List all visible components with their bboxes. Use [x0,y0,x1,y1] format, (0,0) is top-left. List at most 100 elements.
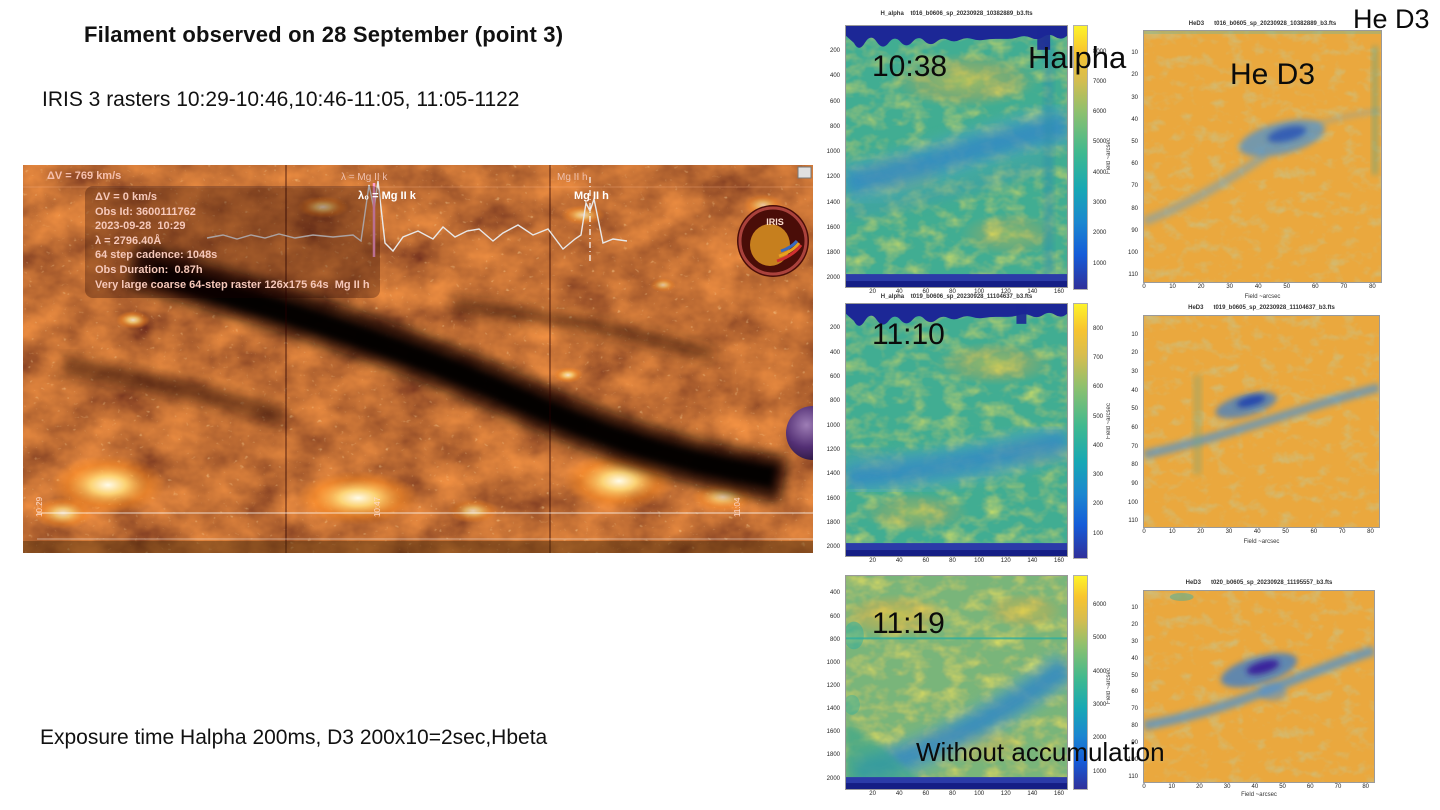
tick-label: 1000 [826,149,840,156]
tick-label: 1800 [826,752,840,759]
tick-label: 60 [922,558,930,564]
tick-label: 300 [1093,472,1104,479]
hed3-plot-title-1: HeD3 t016_b0605_sp_20230928_10382889_b3.… [1188,21,1337,27]
tick-label: 1200 [826,447,840,454]
tick-label: 3000 [1093,199,1107,206]
halpha-plot-2: 200 400 600 800 1000 1200 1400 1600 1800 2000 20 4… [827,303,1068,564]
tick-label: 400 [829,590,840,597]
tick-label: 600 [829,374,840,381]
tick-label: 1600 [826,495,840,502]
tick-label: 400 [1093,442,1104,449]
tick-label: 20 [869,558,876,564]
tick-label: 8000 [1093,48,1107,55]
x-axis-ticks: 0 10 20 30 40 50 60 70 80 [1142,527,1379,537]
exposure-info-block: Exposure time Halpha 200ms, D3 200x10=2s… [40,655,682,810]
x-axis-label: Field ~arcsec [1243,539,1280,545]
tick-label: 30 [1226,284,1233,290]
tick-label: 800 [1093,325,1104,332]
halpha-spectrogram-art [846,26,1067,287]
hed3-inner-label: He D3 [1230,58,1316,91]
y-axis-ticks: 400 600 800 1000 1200 1400 1600 1800 2000 [818,576,843,789]
tick-label: 80 [949,791,956,797]
tick-label: 60 [1131,689,1138,696]
tick-label: 10 [1169,284,1176,290]
tick-label: 1800 [826,520,840,527]
tick-label: 70 [1131,183,1138,190]
exposure-info-line: Exposure time Halpha 200ms, D3 200x10=2s… [40,726,548,749]
halpha-spectrogram-art [846,304,1067,556]
tick-label: 800 [829,123,840,130]
tick-label: 110 [1128,272,1138,279]
tick-label: 20 [1196,784,1203,790]
tick-label: 600 [829,98,840,105]
raster-time-label-1110: 11:10 [872,318,945,351]
tick-label: 1600 [826,729,840,736]
x-axis-ticks: 0 10 20 30 40 50 60 70 80 [1142,282,1381,292]
tick-label: 1400 [826,471,840,478]
mgII-h-label: Mg II h [574,190,609,202]
hed3-plot-1: 10 20 30 40 50 60 70 80 90 100 110 0 10 20 30 40 50 60 70… [1128,30,1382,290]
raster-time-mark: 11:04 [733,497,742,517]
tick-label: 200 [829,48,840,55]
tick-label: 10 [1131,604,1138,611]
tick-label: 10 [1131,50,1138,57]
tick-label: 20 [1131,350,1138,357]
hed3-plot-2: 10 20 30 40 50 60 70 80 90 100 110 0 10 20 30 40 50 60 70… [1128,315,1380,535]
colorbar [1073,303,1088,559]
tick-label: 70 [1131,706,1138,713]
tick-label: 1400 [826,706,840,713]
tick-label: 110 [1128,773,1138,780]
raster-time-mark: 10:47 [373,496,382,517]
y-axis-ticks: 200 400 600 800 1000 1200 1400 1600 1800 2000 [818,26,843,287]
tick-label: 1000 [826,659,840,666]
iris-obs-info: ΔV = 0 km/s Obs Id: 3600111762 2023-09-2… [85,186,380,299]
window-control-icon [797,166,812,179]
iris-logo: IRIS [737,205,809,277]
halpha-plot-title-1: H_alpha t016_b0606_sp_20230928_10382889_… [880,11,1033,17]
tick-label: 100 [1127,499,1138,506]
raster-time-label-1038: 10:38 [872,50,948,83]
tick-label: 60 [1306,784,1314,790]
tick-label: 100 [974,791,985,797]
tick-label: 80 [949,289,956,295]
tick-label: 20 [869,289,876,295]
tick-label: 80 [949,558,956,564]
tick-label: 0 [1142,784,1146,790]
tick-label: 60 [1310,529,1318,535]
tick-label: 40 [895,558,903,564]
tick-label: 1800 [826,249,840,256]
tick-label: 40 [895,791,903,797]
tick-label: 40 [1131,387,1138,394]
tick-label: 0 [1142,529,1146,535]
tick-label: 5000 [1093,139,1107,146]
tick-label: 40 [1131,116,1138,123]
x-axis-label: Field ~arcsec [1241,792,1277,798]
raster-time-mark: 10:29 [35,496,44,517]
tick-label: 2000 [1093,735,1107,742]
tick-label: 80 [1367,529,1374,535]
tick-label: 60 [922,289,930,295]
spectral-profile-curve [206,180,628,253]
tick-label: 40 [1131,655,1138,662]
tick-label: 6000 [1093,602,1107,608]
tick-label: 120 [1000,791,1011,797]
tick-label: 30 [1131,369,1138,376]
colorbar-ticks: 8000 7000 6000 5000 4000 3000 2000 1000 [1090,25,1112,290]
tick-label: 140 [1027,558,1038,564]
halpha-plot-3: 400 600 800 1000 1200 1400 1600 1800 2000 20 40 60… [827,575,1068,797]
tick-label: 1000 [1093,768,1107,775]
colorbar-ticks: 800 700 600 500 400 300 200 100 [1090,303,1112,559]
tick-label: 20 [1197,284,1205,290]
tick-label: 40 [1251,784,1259,790]
tick-label: 100 [974,558,985,564]
halpha-plot-1: 200 400 600 800 1000 1200 1400 1600 1800 2000 20 4… [827,25,1068,295]
mgII-k-label: λ₀ = Mg II k [358,190,416,202]
tick-label: 40 [1254,284,1262,290]
tick-label: 160 [1053,791,1065,797]
x-axis-label: Field ~arcsec [1244,294,1281,300]
tick-label: 50 [1131,139,1138,146]
iris-info-line: ΔV = 0 km/s [95,191,158,203]
iris-info-line: 64 step cadence: 1048s [95,249,218,262]
slide-title: Filament observed on 28 September (point… [84,22,564,47]
